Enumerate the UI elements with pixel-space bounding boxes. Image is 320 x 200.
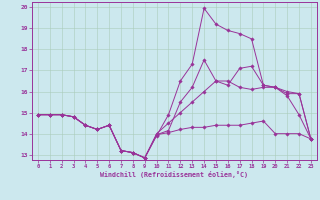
X-axis label: Windchill (Refroidissement éolien,°C): Windchill (Refroidissement éolien,°C): [100, 171, 248, 178]
